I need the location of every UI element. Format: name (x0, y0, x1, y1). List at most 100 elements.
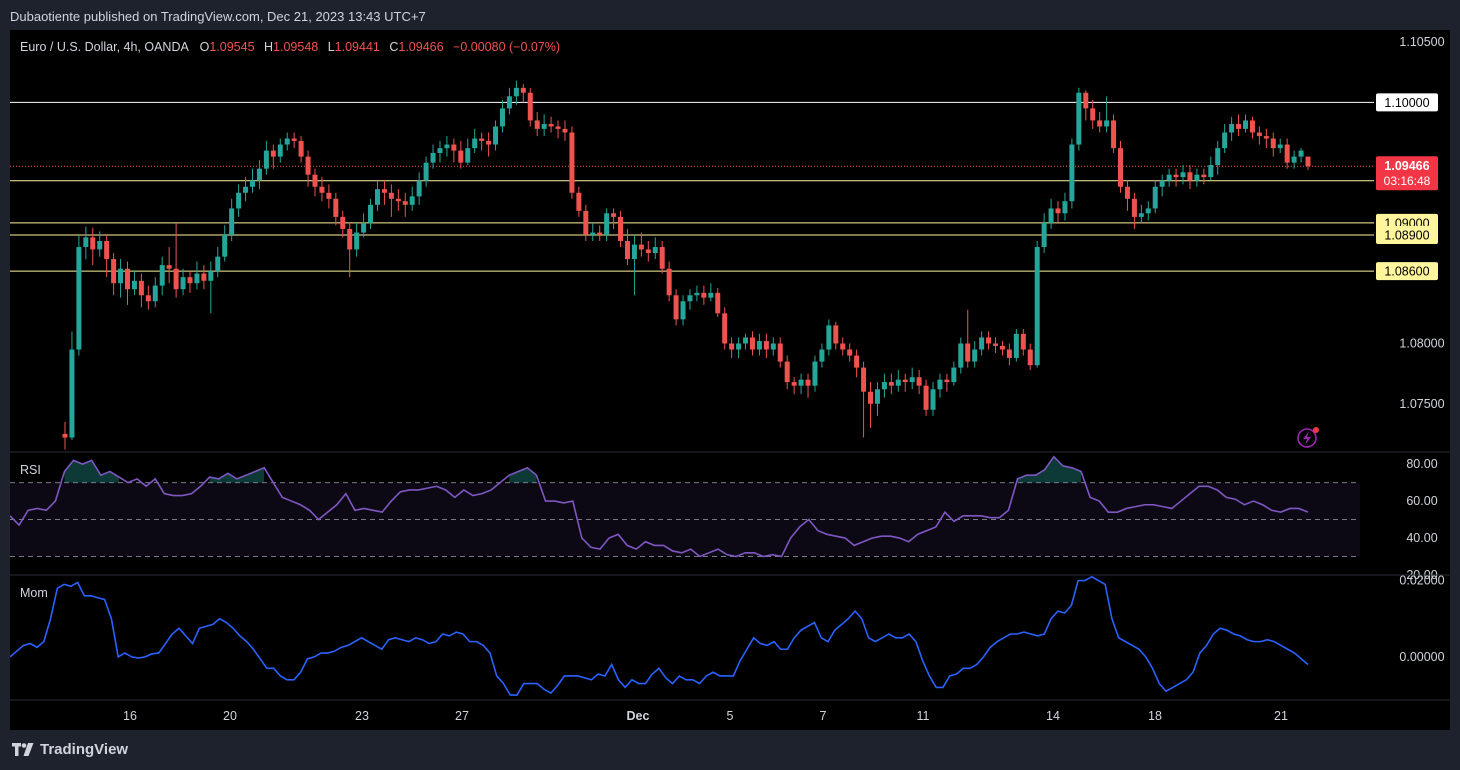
candle-body (590, 232, 596, 235)
time-axis[interactable]: 16 20 23 27 Dec 5 7 11 14 18 21 (123, 709, 1288, 723)
candle-body (1027, 349, 1033, 366)
mom-axis-tick: 0.00000 (1399, 650, 1444, 664)
candle-body (1076, 92, 1082, 145)
candle-body (847, 349, 853, 356)
level-label: 1.08900 (1384, 228, 1429, 242)
candle-body (83, 237, 89, 248)
momentum-line (9, 575, 1309, 696)
candle-body (465, 148, 471, 163)
candle-body (763, 341, 769, 350)
rsi-axis-tick: 60.00 (1406, 494, 1437, 508)
legend-c-label: C (389, 40, 398, 54)
candle-body (930, 389, 936, 410)
publish-caption: Dubaotiente published on TradingView.com… (10, 9, 426, 24)
candle-body (69, 349, 75, 438)
candle-body (493, 126, 499, 145)
candle-body (520, 87, 526, 93)
legend-l-label: L (328, 40, 335, 54)
time-axis-label: 20 (223, 709, 237, 723)
rsi-overbought-fill (509, 467, 537, 483)
candle-body (819, 349, 825, 362)
candle-body (1118, 148, 1124, 187)
candle-body (305, 156, 311, 175)
price-pane[interactable]: 1.105001.080001.075001.100001.093501.090… (10, 35, 1445, 450)
candle-body (506, 96, 512, 109)
candle-body (652, 247, 658, 254)
candle-body (277, 144, 283, 157)
candle-body (916, 377, 922, 386)
candle-body (187, 277, 193, 284)
price-axis-tick: 1.10500 (1399, 35, 1444, 49)
candle-body (1131, 198, 1137, 217)
candle-body (548, 124, 554, 127)
candle-body (1152, 186, 1158, 209)
candle-body (333, 198, 339, 217)
candle-body (208, 271, 214, 281)
footer-brand: TradingView (40, 741, 129, 758)
candle-body (263, 150, 269, 169)
candle-body (1013, 333, 1019, 358)
chart-frame[interactable]: 1.105001.080001.075001.100001.093501.090… (9, 30, 1450, 730)
lightning-alert-icon[interactable] (1297, 427, 1319, 448)
legend: Euro / U.S. Dollar, 4h, OANDA O1.09545 H… (20, 40, 560, 54)
candle-body (104, 241, 110, 260)
rsi-line (9, 455, 1309, 558)
candle-body (937, 379, 943, 390)
chart-svg[interactable]: 1.105001.080001.075001.100001.093501.090… (9, 30, 1450, 730)
candle-body (1069, 144, 1075, 202)
candle-body (1194, 174, 1200, 181)
candle-body (1020, 333, 1026, 350)
candle-body (180, 277, 186, 290)
candle-body (395, 198, 401, 202)
candle-body (1166, 174, 1172, 181)
level-label: 1.08600 (1384, 265, 1429, 279)
candle-body (1298, 150, 1304, 157)
candle-body (701, 292, 707, 298)
tradingview-logo-icon (12, 742, 34, 757)
candle-body (749, 337, 755, 350)
candle-body (583, 210, 589, 235)
candle-body (222, 234, 228, 257)
candle-body (736, 343, 742, 350)
candle-body (152, 285, 158, 302)
candle-body (680, 301, 686, 320)
candle-body (659, 247, 665, 269)
candle-body (1284, 144, 1290, 163)
candle-body (951, 367, 957, 383)
candle-body (673, 295, 679, 320)
candle-body (1138, 213, 1144, 217)
level-label-box (1376, 93, 1438, 112)
candle-body (472, 138, 478, 149)
candle-body (1222, 132, 1228, 149)
candle-body (513, 87, 519, 97)
legend-l-value: 1.09441 (335, 40, 380, 54)
price-tag-value: 1.09466 (1384, 159, 1429, 173)
candle-body (993, 343, 999, 346)
candle-body (1208, 165, 1214, 178)
mom-pane[interactable]: 0.02000 0.00000 (9, 574, 1445, 696)
candle-body (90, 237, 96, 250)
candle-body (486, 140, 492, 145)
candle-body (999, 345, 1005, 350)
candle-body (1083, 92, 1089, 109)
candle-body (979, 337, 985, 350)
candle-body (291, 138, 297, 141)
candle-body (479, 138, 485, 141)
mom-axis-tick: 0.02000 (1399, 574, 1444, 588)
candle-body (118, 268, 124, 284)
candle-body (805, 379, 811, 386)
candle-body (798, 379, 804, 386)
candle-body (368, 204, 374, 223)
candle-body (1124, 186, 1130, 199)
time-axis-label: 5 (727, 709, 734, 723)
candle-body (784, 361, 790, 383)
candle-body (284, 138, 290, 145)
candle-body (444, 144, 450, 149)
candle-body (1090, 108, 1096, 121)
time-axis-label: 27 (455, 709, 469, 723)
candle-body (1215, 148, 1221, 166)
candle-body (958, 343, 964, 368)
candle-body (708, 292, 714, 298)
candle-body (541, 124, 547, 129)
